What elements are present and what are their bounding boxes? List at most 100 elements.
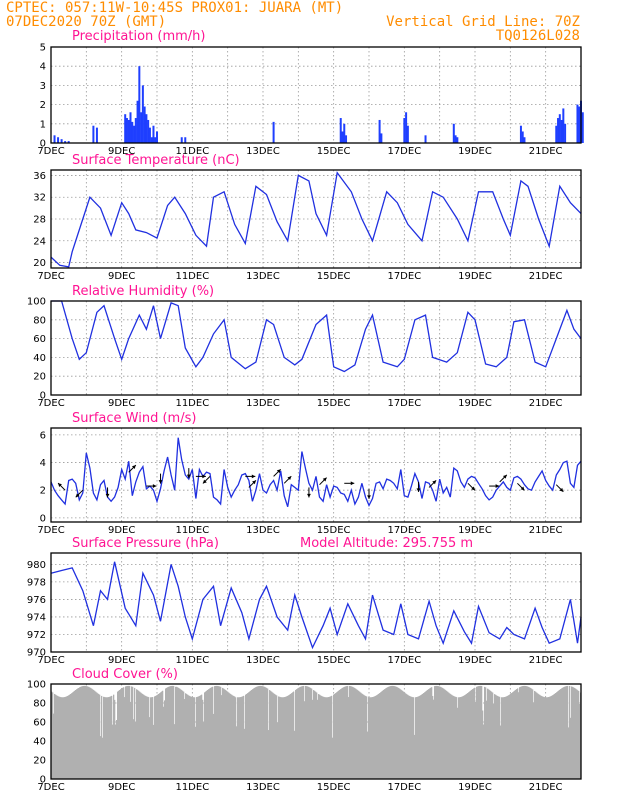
cloud-bar [575, 688, 577, 779]
cloud-bar [182, 690, 184, 779]
cloud-bar [173, 685, 175, 779]
precip-bar [150, 137, 153, 143]
cloud-bar [513, 691, 515, 779]
cloud-bar [303, 685, 305, 779]
x-tick-label: 17DEC [387, 655, 421, 666]
cloud-bar [88, 686, 90, 779]
x-tick-label: 9DEC [108, 655, 135, 666]
cloud-bar [386, 687, 388, 779]
cloud-bar [165, 688, 167, 779]
cloud-bar [526, 686, 528, 779]
cloud-bar [92, 689, 94, 779]
cloud-bar [347, 685, 349, 779]
cloud-bar [356, 689, 358, 779]
cloud-bar [216, 685, 218, 779]
cloud-bar [256, 686, 258, 779]
cloud-bar [234, 696, 236, 779]
cloud-bar [534, 690, 536, 779]
cloud-bar [241, 696, 243, 779]
cloud-bar [59, 696, 61, 779]
precip-bar [64, 141, 67, 143]
cloud-bar [451, 694, 453, 779]
cloud-bar [159, 693, 161, 779]
precip-bar [154, 137, 157, 143]
wind-arrow [283, 475, 292, 484]
cloud-bar [400, 689, 402, 779]
wind-arrow [57, 482, 66, 491]
cloud-bar [522, 686, 524, 779]
cloud-bar [531, 688, 533, 779]
cloud-bar [466, 693, 468, 779]
cloud-bar [479, 685, 481, 779]
cloud-bar [102, 737, 104, 779]
cloud-bar [412, 697, 414, 779]
x-tick-label: 19DEC [458, 782, 492, 793]
precip-bar [60, 139, 63, 143]
cloud-bar [290, 693, 292, 779]
cloud-bar [313, 690, 315, 779]
wind-arrow [367, 488, 371, 499]
cloud-bar [235, 697, 237, 779]
y-tick-label: 0 [40, 391, 46, 402]
x-tick-label: 21DEC [529, 398, 563, 409]
cloud-bar [220, 686, 222, 779]
y-tick-label: 0 [40, 513, 46, 524]
cloud-bar [191, 696, 193, 779]
cloud-bar [167, 687, 169, 779]
cloud-bar [348, 697, 350, 779]
cloud-bar [465, 694, 467, 779]
cloud-bar [157, 694, 159, 779]
cloud-bar [576, 689, 578, 779]
cloud-bar [70, 693, 72, 779]
x-tick-label: 11DEC [175, 655, 209, 666]
cloud-bar [495, 694, 497, 779]
cloud-bar [419, 695, 421, 779]
cloud-bar [537, 693, 539, 779]
cloud-bar [69, 694, 71, 779]
x-tick-label: 15DEC [317, 146, 351, 157]
cloud-bar [188, 695, 190, 779]
cloud-bar [517, 688, 519, 779]
cloud-bar [499, 696, 501, 779]
precip-bar [92, 125, 95, 143]
cloud-bar [112, 724, 114, 779]
cloud-bar [100, 736, 102, 779]
cloud-bar [461, 696, 463, 779]
cloud-bar [508, 695, 510, 779]
cloud-bar [160, 692, 162, 779]
cloud-bar [65, 696, 67, 779]
cloud-bar [455, 696, 457, 779]
cloud-bar [323, 696, 325, 779]
cloud-bar [330, 696, 332, 779]
wind-arrow [499, 474, 508, 483]
x-tick-label: 21DEC [529, 782, 563, 793]
cloud-bar [243, 695, 245, 779]
cloud-bar [133, 719, 135, 779]
precip-bar [138, 66, 141, 143]
cloud-bar [471, 689, 473, 779]
cloud-bar [99, 694, 101, 779]
cloud-bar [304, 701, 306, 779]
cloud-bar [395, 686, 397, 779]
cloud-bar [435, 685, 437, 779]
cloud-bar [554, 693, 556, 779]
header-grid-line: Vertical Grid Line: 70Z [386, 14, 580, 30]
cloud-bar [180, 689, 182, 779]
cloud-bar [351, 686, 353, 779]
cloud-bar [94, 690, 96, 779]
cloud-bar [75, 689, 77, 779]
cloud-bar [306, 686, 308, 779]
cloud-bar [210, 687, 212, 779]
cloud-bar [389, 686, 391, 779]
wind-arrow [307, 487, 311, 498]
cloud-bar [350, 686, 352, 779]
cloud-bar [68, 695, 70, 779]
cloud-bar [135, 722, 137, 779]
cloud-bar [214, 686, 216, 779]
cloud-bar [296, 689, 298, 779]
y-tick-label: 80 [33, 315, 46, 326]
cloud-bar [518, 692, 520, 779]
cloud-bar [494, 694, 496, 779]
cloud-bar [408, 695, 410, 779]
cloud-bar [497, 696, 499, 779]
